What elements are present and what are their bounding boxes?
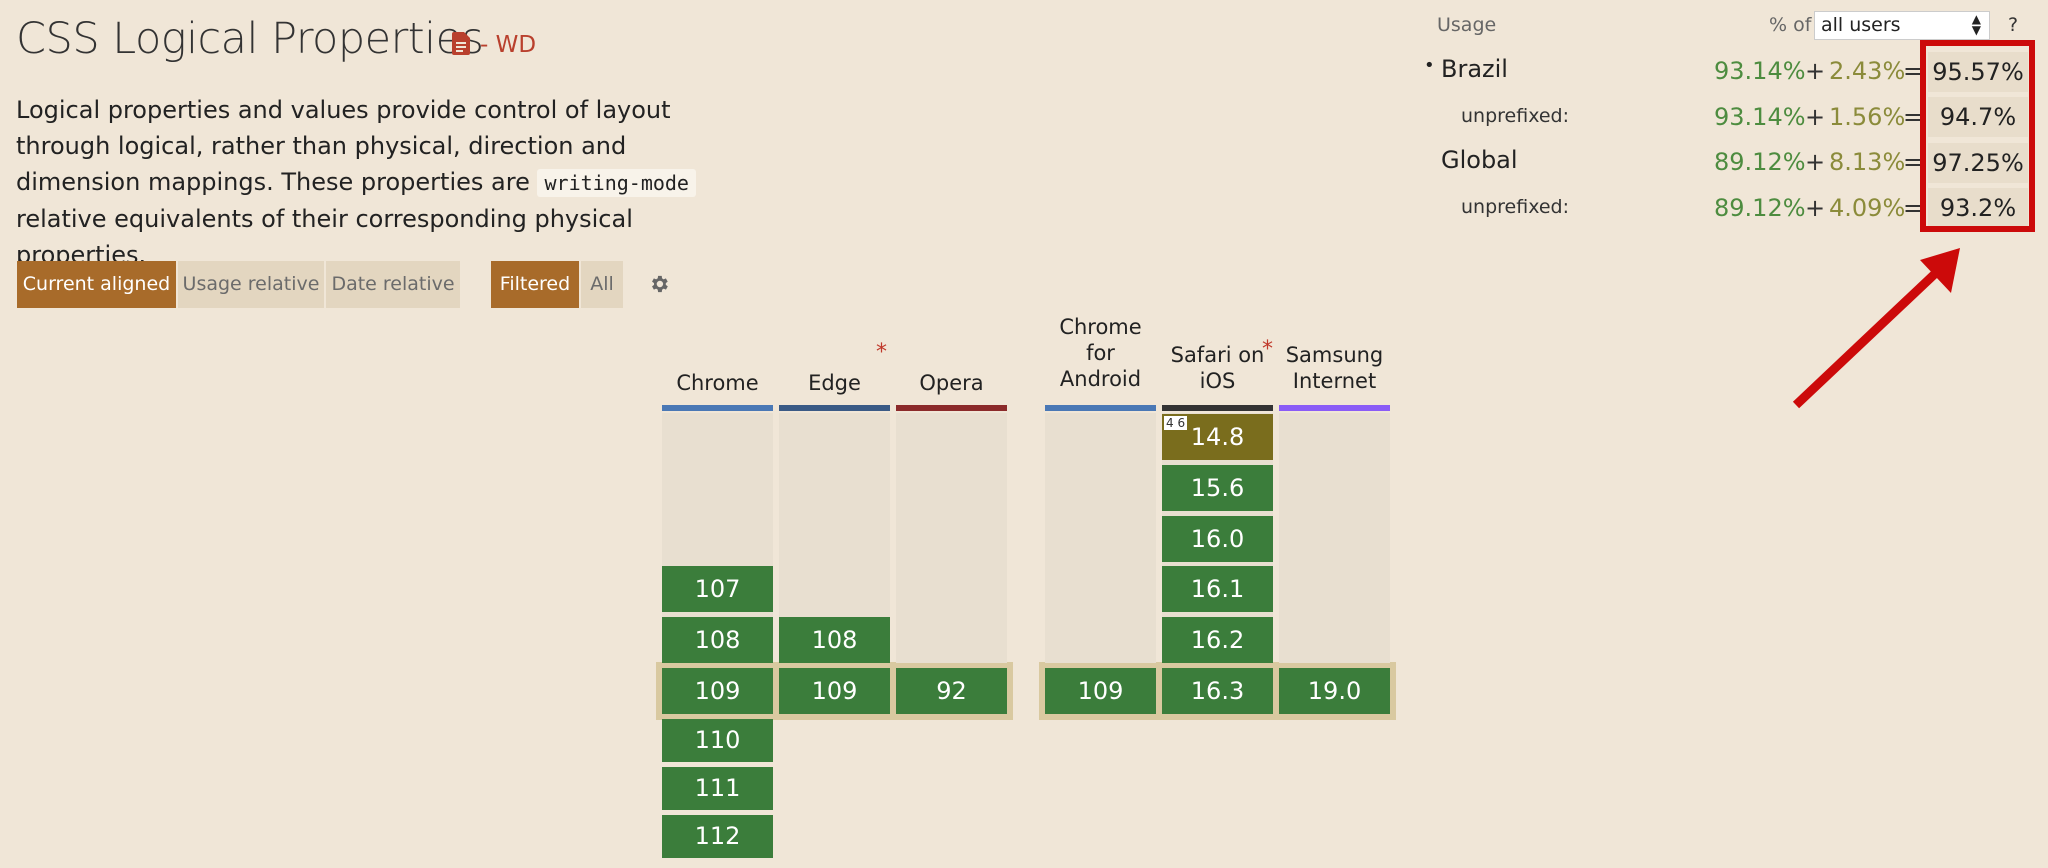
browser-name-line: Edge <box>808 371 861 395</box>
description-text-end: relative equivalents of their correspond… <box>16 205 633 269</box>
usage-full-value: 93.14% <box>1714 103 1806 131</box>
browser-header-safari-on-ios[interactable]: Safari on iOS <box>1162 342 1273 394</box>
version-cell[interactable]: 16.1 <box>1162 566 1273 613</box>
usage-label: Usage <box>1437 14 1497 36</box>
pct-of-label: % of <box>1769 14 1812 36</box>
browser-name-line: Internet <box>1292 369 1377 393</box>
browser-name-line: Android <box>1059 367 1142 391</box>
usage-partial-value: 8.13% <box>1829 148 1906 176</box>
usage-total-value: 93.2% <box>1928 188 2028 228</box>
equals-sign: = <box>1903 194 1924 222</box>
browser-color-bar <box>779 405 890 411</box>
browser-name-line: Safari on <box>1170 343 1265 367</box>
select-arrows-icon: ▲ ▼ <box>1971 12 1981 37</box>
plus-sign: + <box>1805 194 1826 222</box>
browser-header-chrome-for-android[interactable]: Chrome for Android <box>1045 314 1156 392</box>
browser-name-line: Opera <box>919 371 984 395</box>
version-cell[interactable]: 112 <box>662 814 773 858</box>
browser-name-line: Samsung <box>1285 343 1384 367</box>
version-cell[interactable]: 19.0 <box>1279 668 1390 714</box>
browser-color-bar <box>1162 405 1273 411</box>
spec-status[interactable]: - WD <box>480 32 537 58</box>
annotation-highlight-box <box>1920 40 2035 232</box>
version-cell[interactable]: 109 <box>779 668 890 714</box>
browser-color-bar <box>1279 405 1390 411</box>
description-text: Logical properties and values provide co… <box>16 96 671 196</box>
usage-total-value: 94.7% <box>1928 97 2028 137</box>
document-icon[interactable] <box>452 32 470 55</box>
equals-sign: = <box>1903 103 1924 131</box>
version-note-tag: 4 6 <box>1164 416 1188 430</box>
usage-full-value: 93.14% <box>1714 57 1806 85</box>
browser-header-edge[interactable]: Edge <box>779 370 890 396</box>
version-cell[interactable]: 111 <box>662 766 773 810</box>
browser-column-bg <box>896 413 1007 663</box>
browser-name-line: Chrome <box>676 371 759 395</box>
version-cell[interactable]: 108 <box>779 617 890 664</box>
filter-filtered-button[interactable]: Filtered <box>491 261 579 308</box>
browser-name-line: Chrome <box>1059 315 1142 339</box>
feature-description: Logical properties and values provide co… <box>16 92 756 273</box>
note-asterisk: * <box>1262 337 1273 362</box>
users-select[interactable]: all users ▲ ▼ <box>1814 11 1990 40</box>
usage-total-value: 95.57% <box>1928 52 2028 92</box>
note-asterisk: * <box>876 340 887 365</box>
view-usage-relative-button[interactable]: Usage relative <box>178 261 324 308</box>
browser-color-bar <box>1045 405 1156 411</box>
usage-full-value: 89.12% <box>1714 148 1806 176</box>
filter-all-button[interactable]: All <box>581 261 623 308</box>
version-cell[interactable]: 109 <box>662 668 773 714</box>
view-date-relative-button[interactable]: Date relative <box>326 261 460 308</box>
gear-icon[interactable] <box>648 273 670 295</box>
browser-column-bg <box>1279 413 1390 663</box>
row-bullet: • <box>1424 55 1435 76</box>
usage-partial-value: 1.56% <box>1829 103 1906 131</box>
usage-partial-value: 2.43% <box>1829 57 1906 85</box>
version-cell[interactable]: 16.0 <box>1162 515 1273 562</box>
help-link[interactable]: ? <box>2008 14 2019 36</box>
description-code: writing-mode <box>537 169 696 197</box>
usage-row-global-label[interactable]: Global <box>1441 146 1518 174</box>
version-cell[interactable]: 15.6 <box>1162 464 1273 511</box>
usage-row-unprefixed-label: unprefixed: <box>1461 105 1570 127</box>
usage-total-value: 97.25% <box>1928 143 2028 183</box>
view-current-aligned-button[interactable]: Current aligned <box>17 261 176 308</box>
equals-sign: = <box>1903 57 1924 85</box>
browser-name-line: for <box>1086 341 1115 365</box>
version-cell[interactable]: 110 <box>662 718 773 762</box>
browser-color-bar <box>896 405 1007 411</box>
plus-sign: + <box>1805 57 1826 85</box>
browser-header-opera[interactable]: Opera <box>896 370 1007 396</box>
version-cell[interactable]: 108 <box>662 617 773 664</box>
version-cell[interactable]: 107 <box>662 566 773 613</box>
plus-sign: + <box>1805 148 1826 176</box>
version-cell[interactable]: 16.3 <box>1162 668 1273 714</box>
version-cell[interactable]: 16.2 <box>1162 617 1273 664</box>
browser-header-chrome[interactable]: Chrome <box>662 370 773 396</box>
annotation-arrow-icon <box>1792 248 1960 409</box>
browser-color-bar <box>662 405 773 411</box>
page-title: CSS Logical Properties <box>16 14 484 64</box>
usage-partial-value: 4.09% <box>1829 194 1906 222</box>
usage-row-unprefixed-label: unprefixed: <box>1461 196 1570 218</box>
usage-full-value: 89.12% <box>1714 194 1806 222</box>
browser-column-bg <box>1045 413 1156 663</box>
users-select-value: all users <box>1821 14 1901 36</box>
browser-header-samsung-internet[interactable]: Samsung Internet <box>1279 342 1390 394</box>
version-cell[interactable]: 109 <box>1045 668 1156 714</box>
usage-row-brazil-label[interactable]: Brazil <box>1441 55 1508 83</box>
browser-name-line: iOS <box>1199 369 1236 393</box>
plus-sign: + <box>1805 103 1826 131</box>
equals-sign: = <box>1903 148 1924 176</box>
version-cell[interactable]: 92 <box>896 668 1007 714</box>
